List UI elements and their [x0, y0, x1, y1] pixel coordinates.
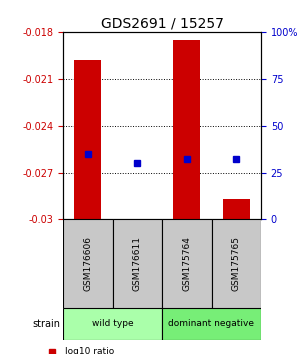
Text: strain: strain	[32, 319, 60, 329]
Bar	[162, 219, 211, 308]
Text: GSM175764: GSM175764	[182, 236, 191, 291]
Bar	[63, 308, 162, 340]
Bar	[223, 199, 250, 219]
Text: GSM175765: GSM175765	[232, 236, 241, 291]
Text: wild type: wild type	[92, 319, 133, 329]
Text: log10 ratio: log10 ratio	[65, 347, 114, 354]
Bar	[162, 308, 261, 340]
Bar	[63, 219, 112, 308]
Bar	[173, 40, 200, 219]
Text: GSM176611: GSM176611	[133, 236, 142, 291]
Text: GSM176606: GSM176606	[83, 236, 92, 291]
Text: dominant negative: dominant negative	[169, 319, 254, 329]
Bar	[212, 219, 261, 308]
Bar	[112, 219, 162, 308]
Title: GDS2691 / 15257: GDS2691 / 15257	[100, 17, 224, 31]
Bar	[74, 60, 101, 219]
